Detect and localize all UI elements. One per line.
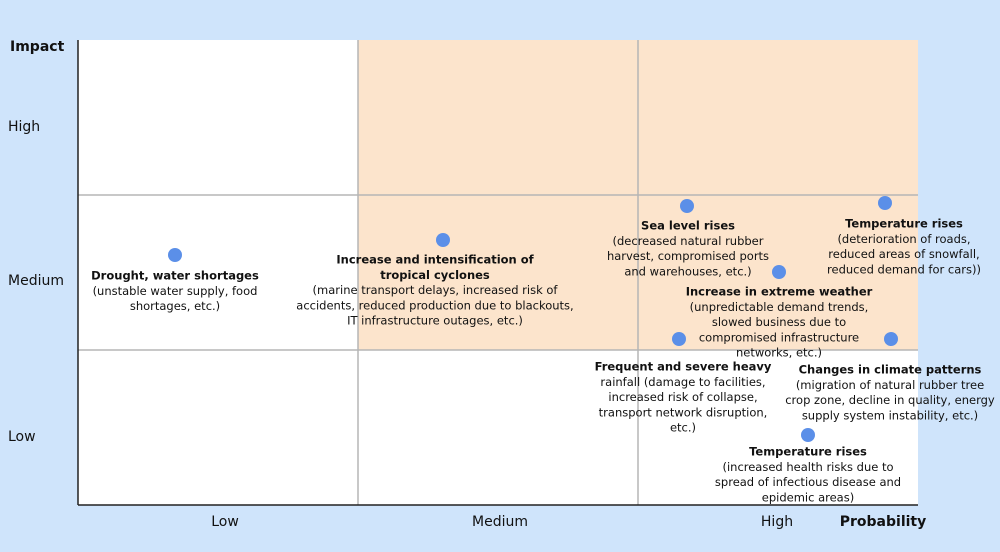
risk-description: IT infrastructure outages, etc.) (347, 314, 523, 328)
risk-title: Sea level rises (641, 219, 735, 233)
x-level-label: High (761, 514, 793, 530)
risk-description: crop zone, decline in quality, energy (785, 393, 995, 407)
risk-description: reduced demand for cars)) (827, 262, 981, 276)
grid (78, 40, 918, 505)
risk-title: tropical cyclones (380, 268, 490, 282)
risk-dot (680, 199, 694, 213)
x-axis-title: Probability (840, 514, 927, 530)
y-level-label: Medium (8, 273, 64, 289)
risk-description: spread of infectious disease and (715, 475, 901, 489)
risk-title: Increase and intensification of (336, 253, 534, 267)
axes (77, 40, 918, 506)
risk-dot (772, 265, 786, 279)
risk-title: Changes in climate patterns (799, 363, 982, 377)
risk-description: shortages, etc.) (130, 299, 220, 313)
y-level-label: Low (8, 429, 36, 445)
risk-dot (436, 233, 450, 247)
risk-description: epidemic areas) (762, 490, 854, 504)
x-level-label: Medium (472, 514, 528, 530)
risk-description: harvest, compromised ports (607, 249, 769, 263)
risk-description: (unpredictable demand trends, (690, 300, 869, 314)
risk-description: (decreased natural rubber (613, 234, 764, 248)
risk-description: networks, etc.) (736, 346, 822, 360)
risk-dot (878, 196, 892, 210)
risk-title: Drought, water shortages (91, 269, 259, 283)
risk-description: and warehouses, etc.) (624, 264, 751, 278)
risk-description: accidents, reduced production due to bla… (296, 298, 573, 312)
risk-description: reduced areas of snowfall, (828, 247, 979, 261)
risk-description: (increased health risks due to (722, 460, 893, 474)
y-level-label: High (8, 119, 40, 135)
risk-description: (deterioration of roads, (837, 232, 970, 246)
risk-title: Temperature rises (749, 445, 867, 459)
risk-description: slowed business due to (712, 315, 846, 329)
y-axis-title: Impact (10, 39, 65, 55)
risk-dot (884, 332, 898, 346)
risk-description: etc.) (670, 421, 696, 435)
risk-description: transport network disruption, (599, 405, 768, 419)
risk-description: compromised infrastructure (699, 330, 859, 344)
risk-description: (unstable water supply, food (93, 284, 258, 298)
risk-description: increased risk of collapse, (608, 390, 757, 404)
risk-dot (168, 248, 182, 262)
risk-title: Temperature rises (845, 217, 963, 231)
risk-title: Frequent and severe heavy (595, 360, 772, 374)
risk-dot (672, 332, 686, 346)
risk-description: (migration of natural rubber tree (796, 378, 984, 392)
risk-description: rainfall (damage to facilities, (600, 375, 765, 389)
x-level-label: Low (211, 514, 239, 530)
risk-description: supply system instability, etc.) (802, 408, 978, 422)
risk-description: (marine transport delays, increased risk… (313, 283, 559, 297)
risk-dot (801, 428, 815, 442)
risk-title: Increase in extreme weather (686, 285, 873, 299)
